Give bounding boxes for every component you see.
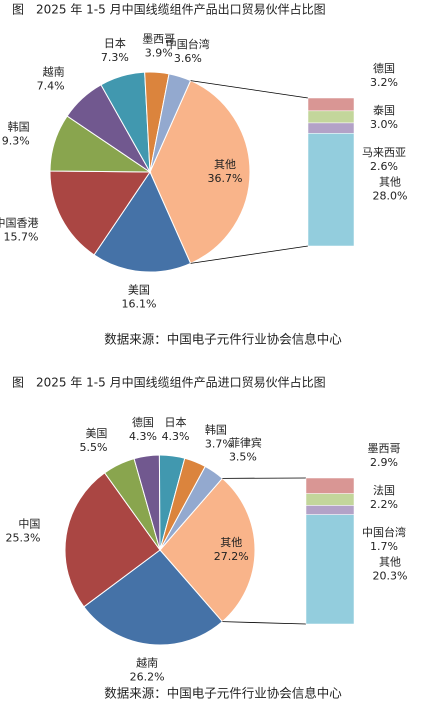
slice-value-label: 16.1% xyxy=(121,298,156,311)
breakout-value-label: 20.3% xyxy=(373,569,408,582)
connector xyxy=(190,245,309,264)
slice-value-label: 4.3% xyxy=(162,430,190,443)
slice-value-label: 7.4% xyxy=(37,79,65,92)
slice-label: 韩国 xyxy=(205,423,227,437)
breakout-label: 中国台湾 xyxy=(362,525,406,539)
breakout-bar xyxy=(307,97,355,112)
connector xyxy=(190,80,309,99)
slice-label: 中国 xyxy=(18,517,40,530)
chart-title: 图 2025 年 1-5 月中国线缆组件产品出口贸易伙伴占比图 xyxy=(12,2,326,17)
breakout-label: 其他 xyxy=(379,555,401,568)
chart-title: 图 2025 年 1-5 月中国线缆组件产品进口贸易伙伴占比图 xyxy=(12,375,326,390)
slice-label: 日本 xyxy=(104,36,126,50)
slice-label: 日本 xyxy=(165,415,187,429)
slice-label: 中国台湾 xyxy=(166,37,210,51)
pie-slice xyxy=(49,170,151,256)
slice-value-label: 5.5% xyxy=(79,441,107,454)
slice-value-label: 15.7% xyxy=(4,231,39,244)
pie-slice xyxy=(159,477,256,623)
slice-value-label: 9.3% xyxy=(2,135,30,148)
breakout-value-label: 3.0% xyxy=(370,118,398,131)
pie-slice xyxy=(149,73,192,173)
slice-label: 中国香港 xyxy=(0,217,38,230)
slice-value-label: 3.6% xyxy=(174,52,202,65)
slice-label: 美国 xyxy=(128,284,150,297)
slice-label: 韩国 xyxy=(8,120,30,134)
breakout-value-label: 28.0% xyxy=(373,190,408,203)
slice-value-label: 3.7% xyxy=(205,438,233,451)
slice-label: 其他 xyxy=(220,536,242,549)
slice-value-label: 26.2% xyxy=(130,670,165,683)
slice-value-label: 25.3% xyxy=(5,531,40,544)
slice-label: 其他 xyxy=(214,158,236,171)
breakout-bar xyxy=(307,110,355,124)
breakout-value-label: 2.6% xyxy=(370,160,398,173)
slice-label: 墨西哥 xyxy=(142,32,175,45)
breakout-value-label: 3.2% xyxy=(370,76,398,89)
slice-value-label: 3.9% xyxy=(145,46,173,59)
breakout-label: 其他 xyxy=(379,176,401,189)
slice-value-label: 27.2% xyxy=(214,550,249,563)
breakout-value-label: 2.9% xyxy=(370,456,398,469)
pie-slice xyxy=(64,472,161,608)
breakout-label: 泰国 xyxy=(373,103,395,117)
pie-slice xyxy=(149,79,251,265)
connector xyxy=(222,621,307,625)
pie-slice xyxy=(159,465,224,551)
breakout-bar xyxy=(305,505,355,515)
breakout-label: 德国 xyxy=(373,61,395,75)
breakout-bar xyxy=(305,514,355,625)
slice-label: 美国 xyxy=(85,427,107,440)
breakout-bar xyxy=(307,133,355,247)
pie-slice xyxy=(83,549,224,646)
breakout-bar xyxy=(307,122,355,134)
breakout-value-label: 2.2% xyxy=(370,498,398,511)
slice-value-label: 36.7% xyxy=(208,172,243,185)
slice-value-label: 4.3% xyxy=(129,430,157,443)
source-note: 数据来源：中国电子元件行业协会信息中心 xyxy=(104,686,342,701)
breakout-label: 马来西亚 xyxy=(362,146,406,159)
slice-label: 越南 xyxy=(136,655,158,669)
slice-label: 越南 xyxy=(43,64,65,78)
slice-label: 菲律宾 xyxy=(229,436,262,450)
source-note: 数据来源：中国电子元件行业协会信息中心 xyxy=(104,332,342,347)
breakout-value-label: 1.7% xyxy=(370,540,398,553)
breakout-label: 墨西哥 xyxy=(368,442,401,455)
breakout-bar xyxy=(305,477,355,494)
slice-value-label: 3.5% xyxy=(229,451,257,464)
breakout-label: 法国 xyxy=(373,483,395,497)
pie-slice xyxy=(93,170,192,273)
breakout-bar xyxy=(305,493,355,506)
slice-label: 德国 xyxy=(132,415,154,429)
slice-value-label: 7.3% xyxy=(101,51,129,64)
